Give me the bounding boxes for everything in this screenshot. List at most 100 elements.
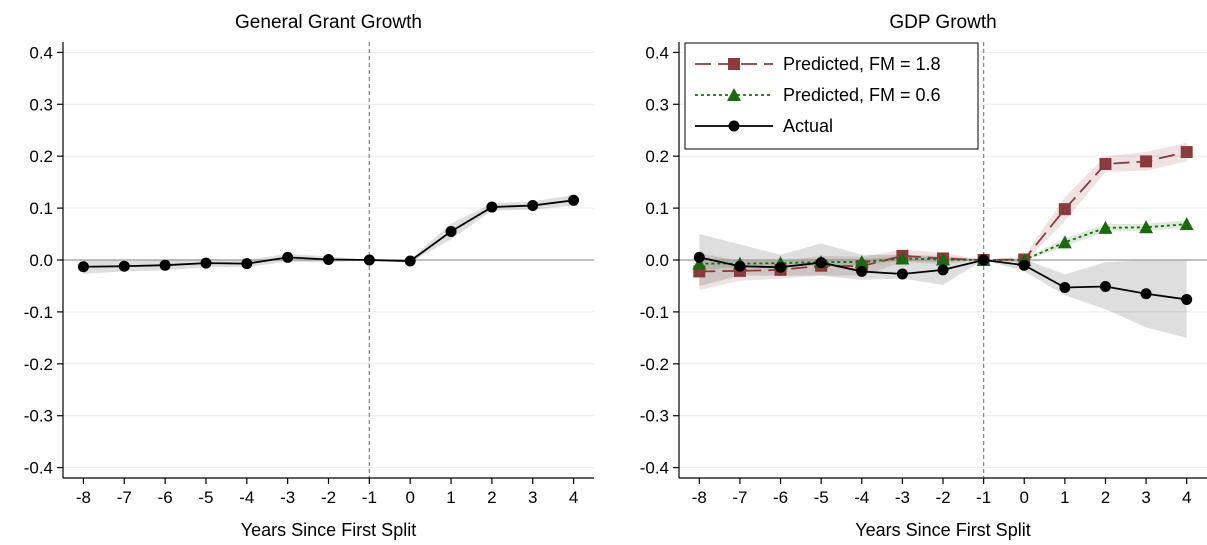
x-tick-label: 3 <box>1141 488 1150 507</box>
y-tick-label: -0.4 <box>24 459 53 478</box>
x-tick-label: 4 <box>1182 488 1191 507</box>
y-tick-label: -0.3 <box>24 407 53 426</box>
legend: Predicted, FM = 1.8 Predicted, FM = 0.6 Ac… <box>684 42 979 150</box>
data-point <box>1179 217 1194 231</box>
y-tick-label: -0.2 <box>640 355 669 374</box>
data-point <box>1058 203 1071 216</box>
x-tick-label: -1 <box>976 488 991 507</box>
x-tick-label: -6 <box>773 488 788 507</box>
series-0 <box>77 194 580 273</box>
legend-marker <box>728 58 740 70</box>
x-tick-label: 2 <box>487 488 496 507</box>
y-tick-label: 0.0 <box>29 251 53 270</box>
legend-marker <box>727 88 741 101</box>
x-tick-label: -7 <box>732 488 747 507</box>
x-axis-label: Years Since First Split <box>855 520 1030 540</box>
y-tick-label: 0.4 <box>645 43 669 62</box>
legend-item: Actual <box>695 116 833 136</box>
data-point <box>568 194 580 206</box>
x-tick-label: 3 <box>528 488 537 507</box>
x-tick-label: -4 <box>239 488 254 507</box>
x-tick-label: -1 <box>362 488 377 507</box>
x-tick-label: 0 <box>405 488 414 507</box>
data-point <box>1099 157 1112 170</box>
data-point <box>734 260 746 272</box>
data-point <box>1140 155 1153 168</box>
data-point <box>1098 220 1113 234</box>
x-tick-label: -5 <box>198 488 213 507</box>
y-tick-label: 0.3 <box>645 95 669 114</box>
x-tick-label: -2 <box>321 488 336 507</box>
data-point <box>200 257 212 269</box>
confidence-band-2 <box>699 234 1187 338</box>
y-tick-label: 0.2 <box>29 147 53 166</box>
data-point <box>1057 235 1072 249</box>
data-point <box>282 251 294 263</box>
data-point <box>1180 146 1193 159</box>
y-tick-label: -0.1 <box>640 303 669 322</box>
gridlines <box>63 51 594 469</box>
x-tick-label: -5 <box>814 488 829 507</box>
legend-label: Predicted, FM = 1.8 <box>783 54 941 74</box>
y-tick-label: 0.1 <box>29 199 53 218</box>
x-axis-label: Years Since First Split <box>241 520 416 540</box>
data-point <box>1139 220 1154 234</box>
x-tick-label: 2 <box>1101 488 1110 507</box>
confidence-bands <box>699 142 1187 338</box>
data-point <box>978 254 990 266</box>
x-tick-label: -4 <box>854 488 869 507</box>
y-tick-label: 0.4 <box>29 43 53 62</box>
data-point <box>241 258 253 270</box>
data-point <box>77 261 89 273</box>
x-tick-label: -3 <box>280 488 295 507</box>
data-point <box>815 257 827 269</box>
y-tick-label: -0.3 <box>640 407 669 426</box>
data-point <box>1059 282 1071 294</box>
y-tick-label: 0.2 <box>645 147 669 166</box>
x-tick-label: 1 <box>446 488 455 507</box>
data-point <box>936 252 950 266</box>
data-point <box>1018 259 1030 271</box>
data-point <box>486 201 498 213</box>
data-point <box>323 253 334 265</box>
panel-general-grant-growth: General Grant Growth Years Since First S… <box>24 12 594 540</box>
panel-gdp-growth: GDP Growth Years Since First Split 0.4 0.… <box>640 12 1207 540</box>
data-point <box>856 265 868 277</box>
chart-title: GDP Growth <box>889 12 996 33</box>
x-tick-label: -2 <box>935 488 950 507</box>
legend-marker <box>728 120 740 132</box>
y-tick-label: -0.4 <box>640 459 669 478</box>
chart-title: General Grant Growth <box>235 12 422 33</box>
data-point <box>118 260 130 272</box>
data-point <box>895 251 910 265</box>
data-point <box>937 264 949 276</box>
y-tick-label: 0.3 <box>29 95 53 114</box>
x-tick-label: 0 <box>1019 488 1028 507</box>
x-tick-label: -3 <box>895 488 910 507</box>
legend-item: Predicted, FM = 1.8 <box>695 54 941 74</box>
x-tick-label: 1 <box>1060 488 1069 507</box>
data-point <box>693 251 705 263</box>
y-tick-label: -0.1 <box>24 303 53 322</box>
data-point <box>404 255 416 267</box>
series-2 <box>693 251 1193 305</box>
legend-label: Actual <box>783 116 833 136</box>
y-tick-label: 0.1 <box>645 199 669 218</box>
x-tick-label: -8 <box>692 488 707 507</box>
x-tick-label: 4 <box>569 488 578 507</box>
x-tick-label: -7 <box>117 488 132 507</box>
data-point <box>854 255 869 269</box>
data-point <box>1140 288 1152 300</box>
data-point <box>527 200 539 211</box>
legend-label: Predicted, FM = 0.6 <box>783 85 941 105</box>
data-point <box>775 261 787 273</box>
data-point <box>445 225 457 237</box>
data-point <box>159 259 171 271</box>
data-point <box>692 256 707 270</box>
data-point <box>363 254 375 266</box>
y-tick-label: -0.2 <box>24 355 53 374</box>
x-tick-label: -8 <box>76 488 91 507</box>
x-tick-label: -6 <box>158 488 173 507</box>
data-point <box>1181 293 1193 305</box>
